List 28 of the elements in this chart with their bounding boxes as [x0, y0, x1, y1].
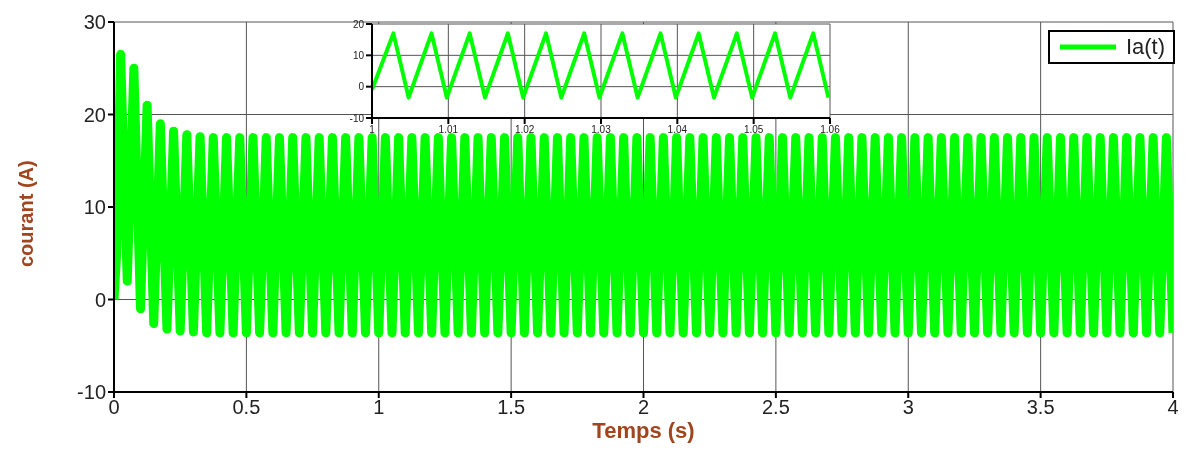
- x-tick-label: 1.5: [497, 396, 526, 419]
- x-tick-label: 0.5: [232, 396, 261, 419]
- x-tick-label: 2: [637, 396, 650, 419]
- x-tick-label: 1.05: [743, 124, 764, 136]
- y-tick-label: 10: [352, 49, 365, 61]
- y-tick-label: 30: [83, 11, 106, 34]
- x-tick-label: 1.02: [514, 124, 535, 136]
- y-tick-label: 0: [94, 288, 106, 311]
- x-axis-title: Temps (s): [592, 418, 695, 443]
- y-tick-label: 0: [358, 81, 365, 93]
- y-tick-label: 10: [83, 196, 106, 219]
- y-tick-label: -10: [77, 381, 106, 404]
- x-tick-label: 4: [1167, 396, 1179, 419]
- legend-label: Ia(t): [1125, 34, 1165, 60]
- x-tick-label: 3: [902, 396, 914, 419]
- x-tick-label: 1.01: [438, 124, 459, 136]
- y-tick-label: -10: [349, 112, 365, 124]
- x-tick-label: 1: [369, 124, 376, 136]
- x-tick-label: 1: [373, 396, 385, 419]
- y-axis-title: courant (A): [15, 160, 38, 267]
- x-tick-label: 1.04: [667, 124, 688, 136]
- x-tick-label: 3.5: [1026, 396, 1055, 419]
- x-tick-label: 1.03: [591, 124, 612, 136]
- x-tick-label: 1.06: [820, 124, 841, 136]
- x-tick-label: 2.5: [761, 396, 790, 419]
- x-tick-label: 0: [108, 396, 120, 419]
- y-tick-label: 20: [352, 18, 365, 30]
- y-tick-label: 20: [83, 103, 106, 126]
